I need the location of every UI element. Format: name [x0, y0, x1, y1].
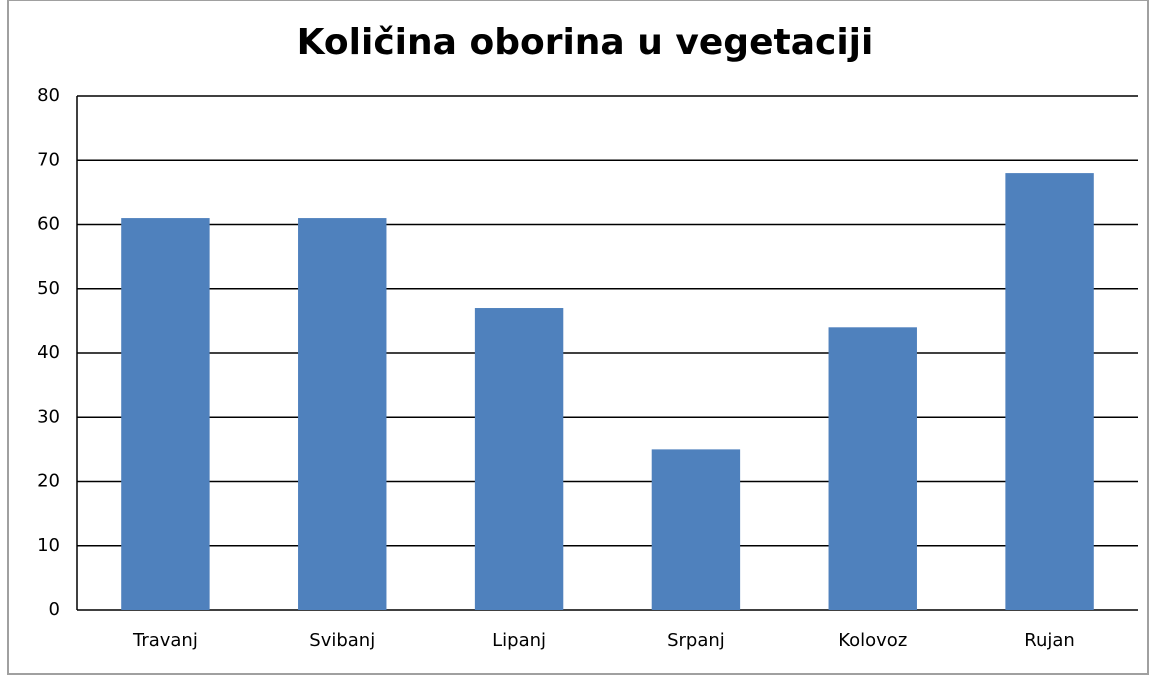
- y-tick-label: 10: [37, 535, 60, 556]
- bar: [1005, 173, 1094, 610]
- y-tick-label: 20: [37, 471, 60, 492]
- chart-title: Količina oborina u vegetaciji: [297, 22, 874, 63]
- bar: [828, 327, 917, 610]
- x-tick-label: Srpanj: [667, 630, 725, 651]
- bar: [474, 308, 564, 610]
- bar: [121, 218, 210, 610]
- y-tick-label: 80: [37, 85, 60, 106]
- y-tick-label: 30: [37, 406, 60, 427]
- y-tick-label: 0: [49, 599, 60, 620]
- y-tick-label: 70: [37, 149, 60, 170]
- y-tick-label: 40: [37, 342, 60, 363]
- x-tick-label: Kolovoz: [838, 630, 907, 651]
- y-tick-label: 50: [37, 278, 60, 299]
- x-tick-label: Lipanj: [492, 630, 546, 651]
- bar: [298, 218, 387, 610]
- x-tick-label: Rujan: [1024, 630, 1075, 651]
- y-tick-label: 60: [37, 214, 60, 235]
- x-tick-label: Svibanj: [309, 630, 375, 651]
- bar: [651, 449, 741, 610]
- x-tick-label: Travanj: [132, 630, 198, 651]
